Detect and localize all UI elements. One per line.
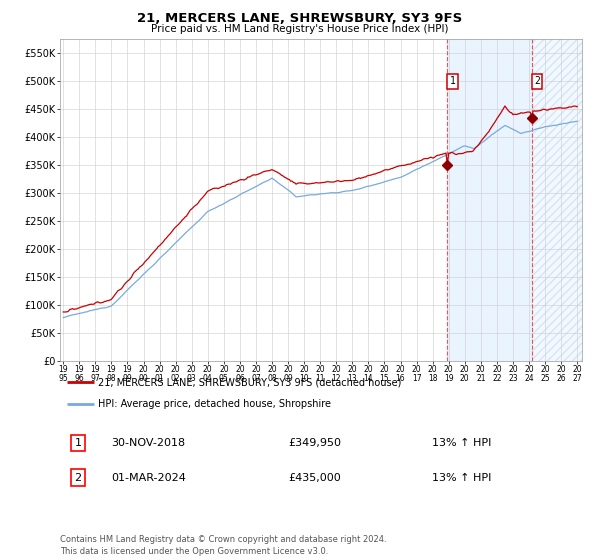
Bar <box>532 39 585 361</box>
Text: 2: 2 <box>74 473 82 483</box>
Text: 13% ↑ HPI: 13% ↑ HPI <box>432 473 491 483</box>
Text: HPI: Average price, detached house, Shropshire: HPI: Average price, detached house, Shro… <box>98 399 331 409</box>
Text: 13% ↑ HPI: 13% ↑ HPI <box>432 438 491 448</box>
Text: 21, MERCERS LANE, SHREWSBURY, SY3 9FS (detached house): 21, MERCERS LANE, SHREWSBURY, SY3 9FS (d… <box>98 377 402 388</box>
Text: 2: 2 <box>534 76 540 86</box>
Text: Contains HM Land Registry data © Crown copyright and database right 2024.
This d: Contains HM Land Registry data © Crown c… <box>60 535 386 556</box>
Text: 1: 1 <box>450 76 455 86</box>
Text: £435,000: £435,000 <box>288 473 341 483</box>
Text: 1: 1 <box>74 438 82 448</box>
Text: 30-NOV-2018: 30-NOV-2018 <box>111 438 185 448</box>
Text: £349,950: £349,950 <box>288 438 341 448</box>
Bar <box>448 39 532 361</box>
Text: 01-MAR-2024: 01-MAR-2024 <box>111 473 186 483</box>
Text: Price paid vs. HM Land Registry's House Price Index (HPI): Price paid vs. HM Land Registry's House … <box>151 24 449 34</box>
Text: 21, MERCERS LANE, SHREWSBURY, SY3 9FS: 21, MERCERS LANE, SHREWSBURY, SY3 9FS <box>137 12 463 25</box>
